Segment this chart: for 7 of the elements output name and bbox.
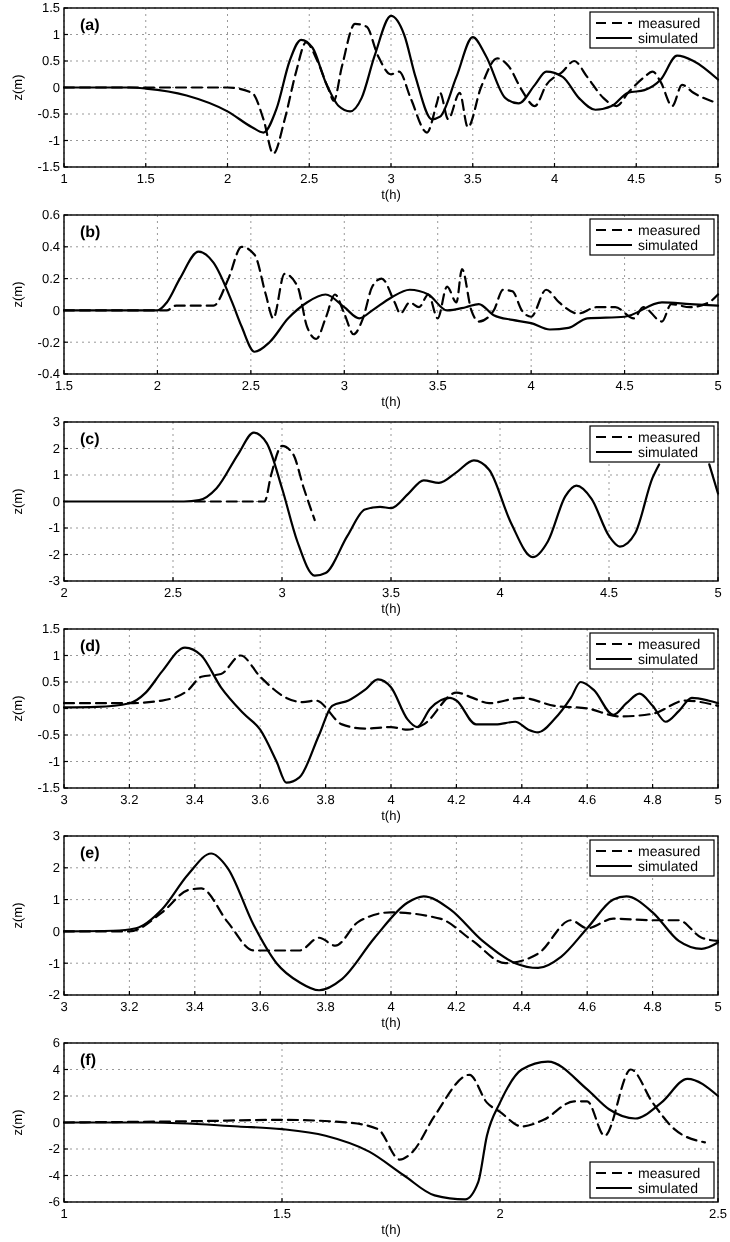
annotation: (d)	[80, 637, 102, 655]
line-series	[193, 444, 316, 522]
annotation: (c)	[80, 430, 101, 448]
annotation: (b)	[80, 223, 102, 241]
annotation: (e)	[80, 844, 101, 862]
annotation: (a)	[80, 16, 101, 34]
annotation: (f)	[80, 1051, 97, 1069]
